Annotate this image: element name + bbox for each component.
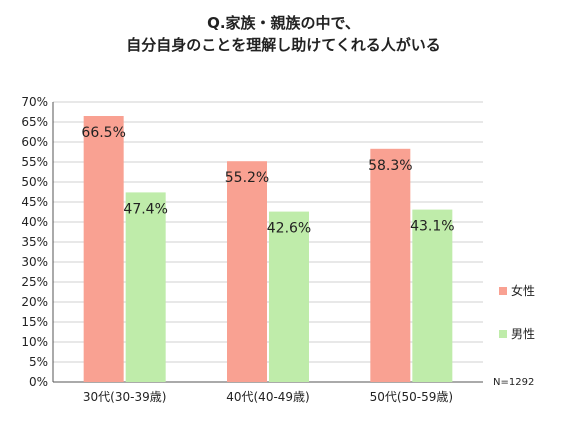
bar-female <box>227 161 267 382</box>
legend-swatch-male <box>499 329 507 338</box>
bar-female <box>83 116 124 382</box>
data-label: 55.2% <box>225 170 269 186</box>
y-tick-label: 60% <box>21 135 48 149</box>
bar-female <box>370 148 411 382</box>
y-tick-label: 35% <box>21 235 48 249</box>
bar-male <box>125 192 166 382</box>
legend-label-female: 女性 <box>511 284 536 298</box>
sample-size-note: N=1292 <box>493 377 535 388</box>
data-label: 42.6% <box>267 221 311 237</box>
data-label: 66.5% <box>81 125 125 141</box>
y-tick-label: 45% <box>21 195 48 209</box>
data-label: 43.1% <box>410 219 454 235</box>
y-tick-label: 55% <box>21 155 48 169</box>
x-tick-label: 50代(50-59歳) <box>370 390 454 404</box>
y-tick-label: 30% <box>21 255 48 269</box>
data-label: 58.3% <box>368 158 412 174</box>
chart-title-line-1: Q.家族・親族の中で、 <box>207 14 360 32</box>
y-tick-label: 40% <box>21 215 48 229</box>
data-label: 47.4% <box>123 201 167 217</box>
legend-swatch-female <box>499 286 507 295</box>
x-tick-label: 30代(30-39歳) <box>83 390 167 404</box>
y-tick-label: 15% <box>21 315 48 329</box>
bar-male <box>412 209 453 382</box>
bar-male <box>269 211 309 382</box>
y-tick-label: 10% <box>21 335 48 349</box>
y-tick-label: 0% <box>29 375 48 389</box>
y-tick-label: 50% <box>21 175 48 189</box>
legend-item-female: 女性 <box>499 282 535 299</box>
legend-item-male: 男性 <box>499 325 535 342</box>
legend-label-male: 男性 <box>511 327 536 341</box>
y-tick-label: 5% <box>29 355 48 369</box>
y-tick-label: 20% <box>21 295 48 309</box>
y-tick-label: 65% <box>21 115 48 129</box>
x-tick-label: 40代(40-49歳) <box>226 390 310 404</box>
y-tick-label: 70% <box>21 95 48 109</box>
y-tick-label: 25% <box>21 275 48 289</box>
chart-title-line-2: 自分自身のことを理解し助けてくれる人がいる <box>126 36 441 54</box>
